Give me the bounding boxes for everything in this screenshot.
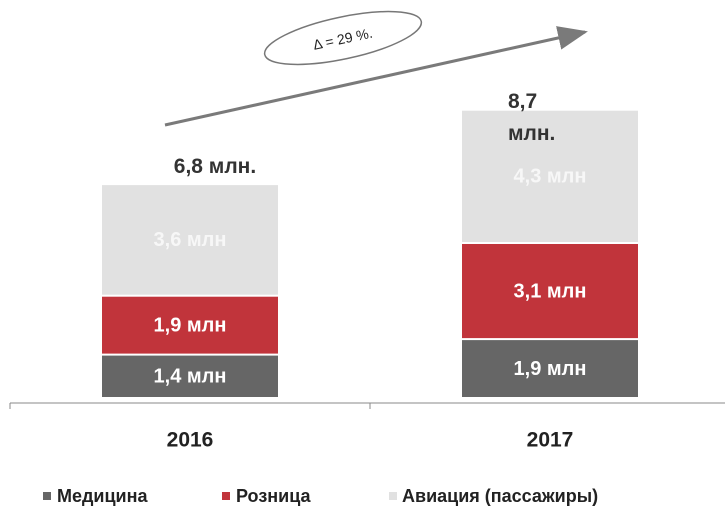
legend-label: Авиация (пассажиры) — [402, 486, 598, 506]
legend-swatch — [222, 492, 230, 500]
x-tick-label: 2016 — [167, 429, 214, 452]
segment-label: 1,9 млн — [154, 314, 227, 336]
legend-swatch — [389, 492, 397, 500]
total-label: 8,7 млн. — [508, 90, 556, 146]
segment-label: 1,9 млн — [514, 358, 587, 380]
legend-swatch — [43, 492, 51, 500]
segment-label: 3,6 млн — [154, 229, 227, 251]
bar-segment — [462, 244, 638, 339]
bar-segment — [102, 296, 278, 354]
bar-segment — [102, 355, 278, 397]
annotation-ellipse — [263, 10, 423, 66]
bar-segment — [102, 185, 278, 295]
legend-label: Медицина — [57, 486, 148, 506]
x-tick-label: 2017 — [527, 429, 574, 452]
growth-arrow — [164, 26, 588, 127]
total-label: 6,8 млн. — [173, 155, 257, 179]
segment-label: 1,4 млн — [154, 366, 227, 388]
legend-label: Розница — [236, 486, 311, 506]
bar-segment — [462, 110, 638, 242]
bar-segment — [462, 340, 638, 397]
segment-label: 3,1 млн — [514, 280, 587, 302]
segment-label: 4,3 млн — [514, 166, 587, 188]
